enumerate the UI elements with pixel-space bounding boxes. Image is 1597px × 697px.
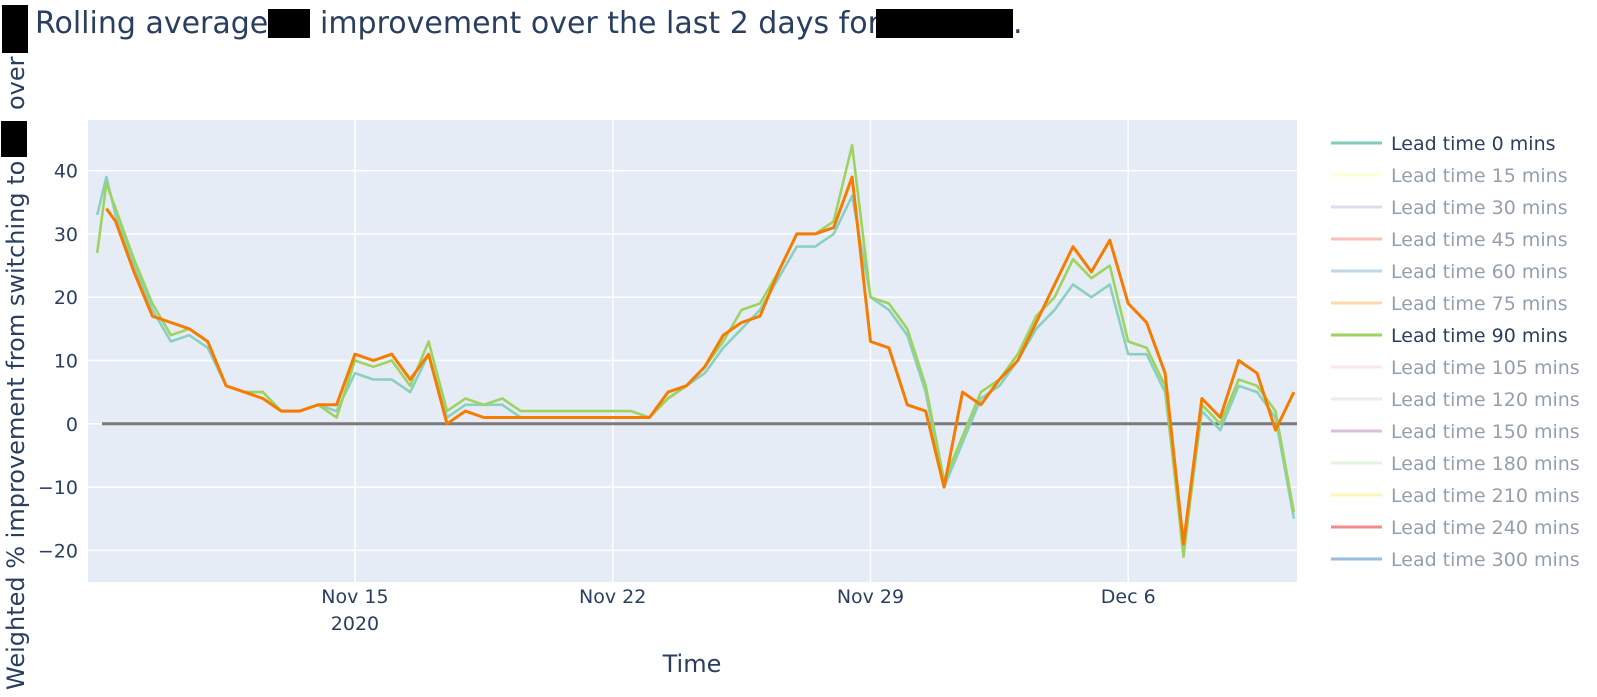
legend-label: Lead time 75 mins: [1391, 293, 1568, 315]
y-tick-label: −10: [38, 477, 78, 499]
legend-label: Lead time 15 mins: [1391, 165, 1568, 187]
x-tick-sublabel: 2020: [331, 613, 379, 635]
title-redaction-2: [268, 9, 310, 38]
legend-item[interactable]: Lead time 60 mins: [1331, 261, 1568, 283]
title-redaction-3: [876, 9, 1013, 38]
chart-title: Rolling average improvement over the las…: [2, 5, 1023, 53]
legend-item[interactable]: Lead time 30 mins: [1331, 197, 1568, 219]
legend-item[interactable]: Lead time 300 mins: [1331, 549, 1580, 571]
legend-item[interactable]: Lead time 105 mins: [1331, 357, 1580, 379]
legend-label: Lead time 0 mins: [1391, 133, 1556, 155]
title-text-part-3: .: [1013, 6, 1023, 41]
y-axis-title-part-2: Weighted % improvement from switching to: [2, 161, 30, 690]
y-axis-ticks: −20 −10 0 10 20 30 40: [38, 161, 78, 563]
legend-item[interactable]: Lead time 75 mins: [1331, 293, 1568, 315]
title-text-part-1: Rolling average: [35, 6, 268, 41]
legend-item[interactable]: Lead time 180 mins: [1331, 453, 1580, 475]
x-tick-label: Dec 6: [1101, 586, 1156, 608]
legend-item[interactable]: Lead time 45 mins: [1331, 229, 1568, 251]
legend-item[interactable]: Lead time 240 mins: [1331, 517, 1580, 539]
legend-label: Lead time 240 mins: [1391, 517, 1580, 539]
legend-label: Lead time 150 mins: [1391, 421, 1580, 443]
legend-label: Lead time 105 mins: [1391, 357, 1580, 379]
y-tick-label: 10: [54, 350, 78, 372]
y-axis-title-redaction: [1, 121, 27, 157]
legend-label: Lead time 300 mins: [1391, 549, 1580, 571]
y-tick-label: 30: [54, 224, 78, 246]
y-tick-label: 40: [54, 161, 78, 183]
legend-item[interactable]: Lead time 15 mins: [1331, 165, 1568, 187]
series-line: [105, 175, 1296, 546]
legend-label: Lead time 210 mins: [1391, 485, 1580, 507]
legend-item[interactable]: Lead time 90 mins: [1331, 325, 1568, 347]
x-axis-ticks: Nov 15 2020 Nov 22 Nov 29 Dec 6: [321, 586, 1155, 635]
legend[interactable]: Lead time 0 mins Lead time 15 mins Lead ti…: [1331, 133, 1580, 571]
legend-item[interactable]: Lead time 150 mins: [1331, 421, 1580, 443]
y-axis-title: over Weighted % improvement from switchi…: [1, 56, 30, 690]
legend-item[interactable]: Lead time 210 mins: [1331, 485, 1580, 507]
legend-label: Lead time 30 mins: [1391, 197, 1568, 219]
series-lines: [95, 144, 1296, 558]
plot-area: [88, 120, 1297, 582]
title-redaction-1: [2, 5, 28, 53]
y-axis-title-part-1: over: [2, 56, 30, 110]
legend-item[interactable]: Lead time 120 mins: [1331, 389, 1580, 411]
legend-label: Lead time 180 mins: [1391, 453, 1580, 475]
x-tick-label: Nov 22: [579, 586, 646, 608]
legend-label: Lead time 60 mins: [1391, 261, 1568, 283]
x-tick-label: Nov 29: [837, 586, 904, 608]
x-axis-title: Time: [662, 650, 722, 678]
legend-label: Lead time 120 mins: [1391, 389, 1580, 411]
legend-item[interactable]: Lead time 0 mins: [1331, 133, 1556, 155]
legend-label: Lead time 45 mins: [1391, 229, 1568, 251]
legend-label: Lead time 90 mins: [1391, 325, 1568, 347]
y-tick-label: −20: [38, 540, 78, 562]
title-text-part-2: improvement over the last 2 days for: [320, 6, 881, 41]
y-tick-label: 20: [54, 287, 78, 309]
x-tick-label: Nov 15: [321, 586, 388, 608]
y-tick-label: 0: [66, 414, 78, 436]
